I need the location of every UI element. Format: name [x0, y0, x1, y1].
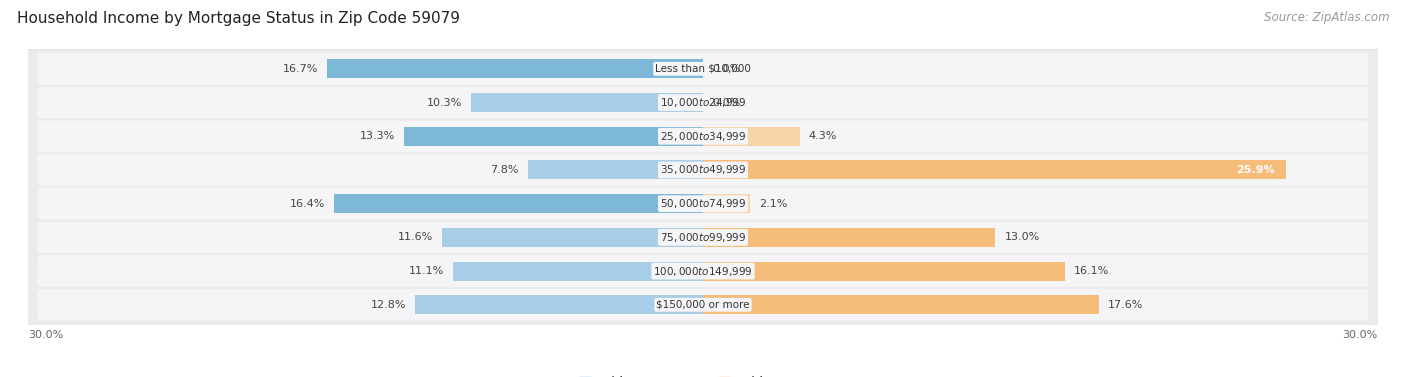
Bar — [335, 194, 703, 213]
Text: Less than $10,000: Less than $10,000 — [655, 64, 751, 74]
Bar — [703, 295, 1099, 314]
Bar — [703, 161, 1285, 179]
FancyBboxPatch shape — [38, 188, 1368, 219]
FancyBboxPatch shape — [25, 49, 1381, 88]
Bar — [471, 93, 703, 112]
FancyBboxPatch shape — [38, 255, 1368, 287]
Text: $50,000 to $74,999: $50,000 to $74,999 — [659, 197, 747, 210]
Text: 16.4%: 16.4% — [290, 199, 325, 208]
Text: $150,000 or more: $150,000 or more — [657, 300, 749, 310]
FancyBboxPatch shape — [38, 222, 1368, 253]
Text: $25,000 to $34,999: $25,000 to $34,999 — [659, 130, 747, 143]
Bar — [703, 127, 800, 146]
Bar — [703, 194, 751, 213]
Text: 10.3%: 10.3% — [427, 98, 463, 107]
Text: 4.3%: 4.3% — [808, 131, 837, 141]
FancyBboxPatch shape — [25, 285, 1381, 324]
FancyBboxPatch shape — [25, 252, 1381, 290]
Bar — [453, 262, 703, 280]
Text: 7.8%: 7.8% — [491, 165, 519, 175]
FancyBboxPatch shape — [25, 150, 1381, 190]
FancyBboxPatch shape — [25, 251, 1381, 291]
Text: Household Income by Mortgage Status in Zip Code 59079: Household Income by Mortgage Status in Z… — [17, 11, 460, 26]
FancyBboxPatch shape — [25, 116, 1381, 156]
Text: 30.0%: 30.0% — [28, 330, 63, 340]
Text: 2.1%: 2.1% — [759, 199, 787, 208]
FancyBboxPatch shape — [25, 184, 1381, 224]
Text: $35,000 to $49,999: $35,000 to $49,999 — [659, 164, 747, 176]
Text: 16.7%: 16.7% — [283, 64, 318, 74]
FancyBboxPatch shape — [25, 285, 1381, 325]
FancyBboxPatch shape — [38, 154, 1368, 185]
FancyBboxPatch shape — [25, 117, 1381, 156]
Bar — [415, 295, 703, 314]
FancyBboxPatch shape — [25, 49, 1381, 89]
Text: 30.0%: 30.0% — [1343, 330, 1378, 340]
Text: 12.8%: 12.8% — [371, 300, 406, 310]
Text: 17.6%: 17.6% — [1108, 300, 1143, 310]
Bar — [527, 161, 703, 179]
Text: $100,000 to $149,999: $100,000 to $149,999 — [654, 265, 752, 277]
Bar — [441, 228, 703, 247]
Bar — [328, 59, 703, 78]
Text: $75,000 to $99,999: $75,000 to $99,999 — [659, 231, 747, 244]
Bar — [703, 262, 1066, 280]
Bar — [703, 228, 995, 247]
FancyBboxPatch shape — [38, 87, 1368, 118]
Text: 11.1%: 11.1% — [409, 266, 444, 276]
FancyBboxPatch shape — [25, 83, 1381, 122]
Bar — [404, 127, 703, 146]
Text: $10,000 to $24,999: $10,000 to $24,999 — [659, 96, 747, 109]
FancyBboxPatch shape — [38, 289, 1368, 320]
Legend: Without Mortgage, With Mortgage: Without Mortgage, With Mortgage — [579, 376, 827, 377]
Text: 13.0%: 13.0% — [1004, 232, 1039, 242]
Text: 25.9%: 25.9% — [1236, 165, 1274, 175]
FancyBboxPatch shape — [25, 150, 1381, 189]
Text: 11.6%: 11.6% — [398, 232, 433, 242]
Text: 16.1%: 16.1% — [1074, 266, 1109, 276]
FancyBboxPatch shape — [25, 218, 1381, 257]
FancyBboxPatch shape — [25, 218, 1381, 257]
FancyBboxPatch shape — [25, 83, 1381, 122]
FancyBboxPatch shape — [38, 121, 1368, 152]
Text: 0.0%: 0.0% — [711, 98, 740, 107]
Text: Source: ZipAtlas.com: Source: ZipAtlas.com — [1264, 11, 1389, 24]
FancyBboxPatch shape — [38, 53, 1368, 84]
FancyBboxPatch shape — [25, 184, 1381, 223]
Text: 13.3%: 13.3% — [360, 131, 395, 141]
Text: 0.0%: 0.0% — [711, 64, 740, 74]
